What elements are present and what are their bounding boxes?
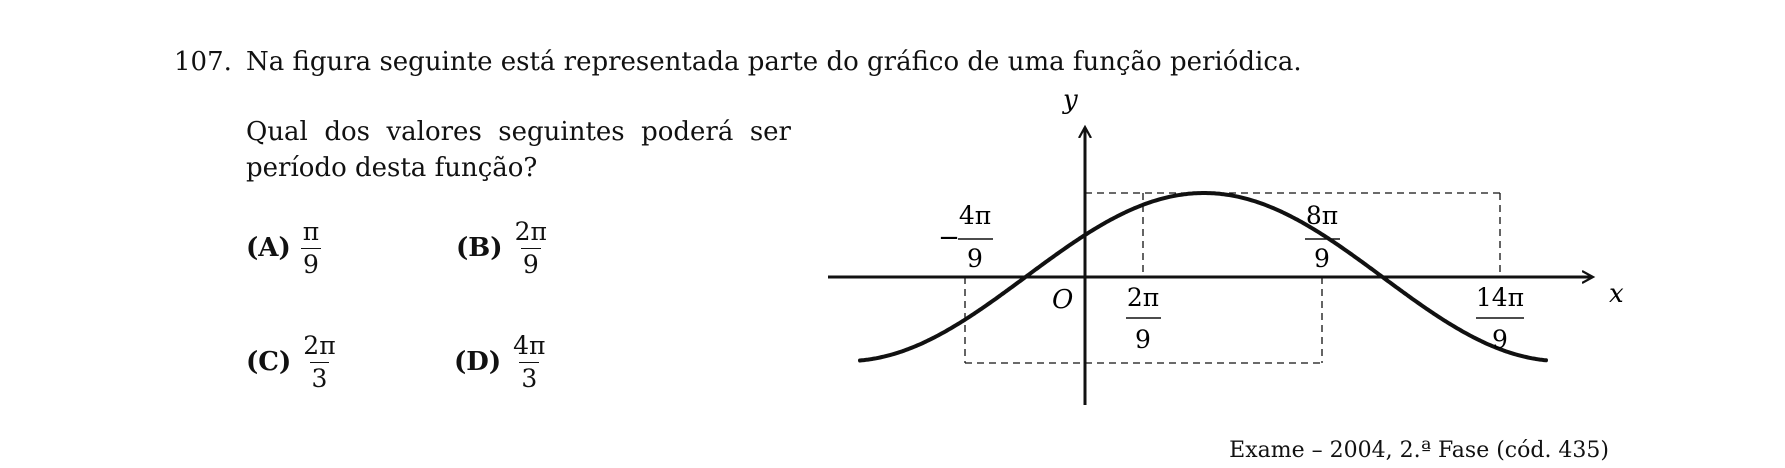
tick-2pi9-numerator: 2π — [1127, 283, 1159, 312]
option-a: (A) π 9 — [246, 218, 321, 278]
option-c-fraction: 2π 3 — [301, 332, 337, 392]
option-a-numerator: π — [302, 217, 320, 246]
tick-minus4pi9-sign: − — [938, 223, 960, 253]
y-axis-label: y — [1062, 85, 1078, 115]
tick-minus4pi9-denominator: 9 — [967, 244, 983, 273]
option-b-fraction: 2π 9 — [513, 218, 549, 278]
option-d-denominator: 3 — [519, 361, 540, 393]
tick-8pi9-numerator: 8π — [1306, 201, 1338, 230]
option-b-denominator: 9 — [520, 247, 541, 279]
option-c: (C) 2π 3 — [246, 332, 338, 392]
option-c-letter: (C) — [246, 347, 292, 377]
option-b-numerator: 2π — [514, 217, 547, 246]
tick-14pi9-numerator: 14π — [1476, 283, 1524, 312]
option-c-denominator: 3 — [309, 361, 330, 393]
option-a-denominator: 9 — [301, 247, 321, 279]
option-d-letter: (D) — [454, 347, 502, 377]
option-b-letter: (B) — [456, 233, 503, 263]
tick-2pi9-denominator: 9 — [1135, 325, 1151, 354]
exam-source: Exame – 2004, 2.ª Fase (cód. 435) — [1229, 438, 1609, 463]
question-number: 107. — [174, 47, 232, 77]
function-curve — [858, 191, 1548, 363]
option-c-numerator: 2π — [303, 331, 336, 360]
option-d-fraction: 4π 3 — [511, 332, 547, 392]
option-d: (D) 4π 3 — [454, 332, 548, 392]
option-a-fraction: π 9 — [301, 218, 321, 278]
option-a-letter: (A) — [246, 233, 291, 263]
tick-14pi9-denominator: 9 — [1492, 325, 1508, 354]
tick-8pi9-denominator: 9 — [1314, 244, 1330, 273]
x-axis-label: x — [1609, 279, 1624, 309]
question-prompt: Qual dos valores seguintes poderá ser pe… — [246, 117, 791, 183]
option-b: (B) 2π 9 — [456, 218, 549, 278]
option-d-numerator: 4π — [513, 331, 546, 360]
origin-label: O — [1052, 285, 1073, 315]
question-statement: Na figura seguinte está representada par… — [246, 47, 1302, 77]
tick-minus4pi9-numerator: 4π — [959, 201, 991, 230]
